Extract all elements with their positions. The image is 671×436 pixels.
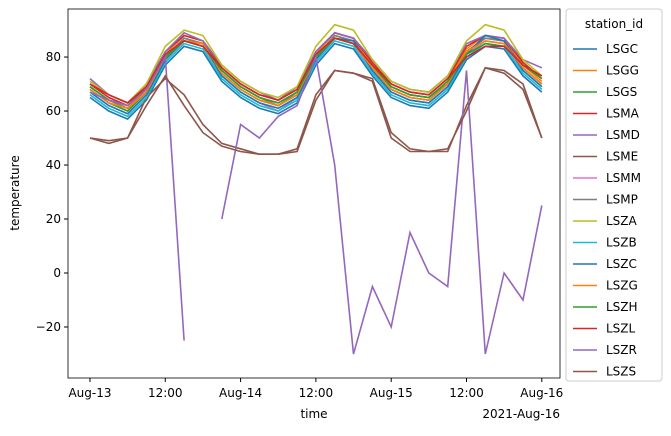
series-line xyxy=(89,54,543,355)
legend-label: LSZH xyxy=(606,300,638,314)
legend-label: LSZL xyxy=(606,322,636,336)
plot-frame xyxy=(67,8,561,379)
legend-label: LSZC xyxy=(606,257,637,271)
legend-label: LSZS xyxy=(606,365,636,379)
series-line xyxy=(89,66,543,155)
x-tick-label: Aug-13 xyxy=(68,386,111,400)
x-tick-label: 12:00 xyxy=(299,386,334,400)
legend-label: LSZG xyxy=(606,279,638,293)
legend-label: LSMM xyxy=(606,171,641,185)
legend-label: LSZA xyxy=(606,214,638,228)
series-line xyxy=(89,31,543,104)
series-line xyxy=(89,23,543,104)
x-tick-label: 12:00 xyxy=(148,386,183,400)
y-tick-label: 40 xyxy=(46,158,61,172)
legend-label: LSZR xyxy=(606,343,637,357)
x-axis-label: time xyxy=(300,407,327,421)
y-tick-label: 0 xyxy=(53,266,61,280)
series-line xyxy=(89,37,543,104)
y-axis-label: temperature xyxy=(8,155,22,230)
legend-label: LSME xyxy=(606,150,638,164)
legend-box xyxy=(565,8,663,382)
x-tick-label: Aug-14 xyxy=(219,386,262,400)
legend-label: LSZB xyxy=(606,236,637,250)
legend-label: LSMP xyxy=(606,193,638,207)
y-tick-label: 60 xyxy=(46,104,61,118)
legend-label: LSMA xyxy=(606,107,640,121)
legend-label: LSMD xyxy=(606,128,640,142)
y-tick-label: −20 xyxy=(36,320,61,334)
x-tick-label: Aug-15 xyxy=(370,386,413,400)
x-tick-label: 12:00 xyxy=(449,386,484,400)
y-tick-label: 20 xyxy=(46,212,61,226)
legend-label: LSGG xyxy=(606,64,639,78)
legend-label: LSGC xyxy=(606,42,638,56)
y-tick-label: 80 xyxy=(46,50,61,64)
legend-title: station_id xyxy=(585,17,643,31)
series-line xyxy=(89,66,543,155)
legend-label: LSGS xyxy=(606,85,637,99)
x-offset-label: 2021-Aug-16 xyxy=(482,407,560,421)
x-tick-label: Aug-16 xyxy=(520,386,563,400)
